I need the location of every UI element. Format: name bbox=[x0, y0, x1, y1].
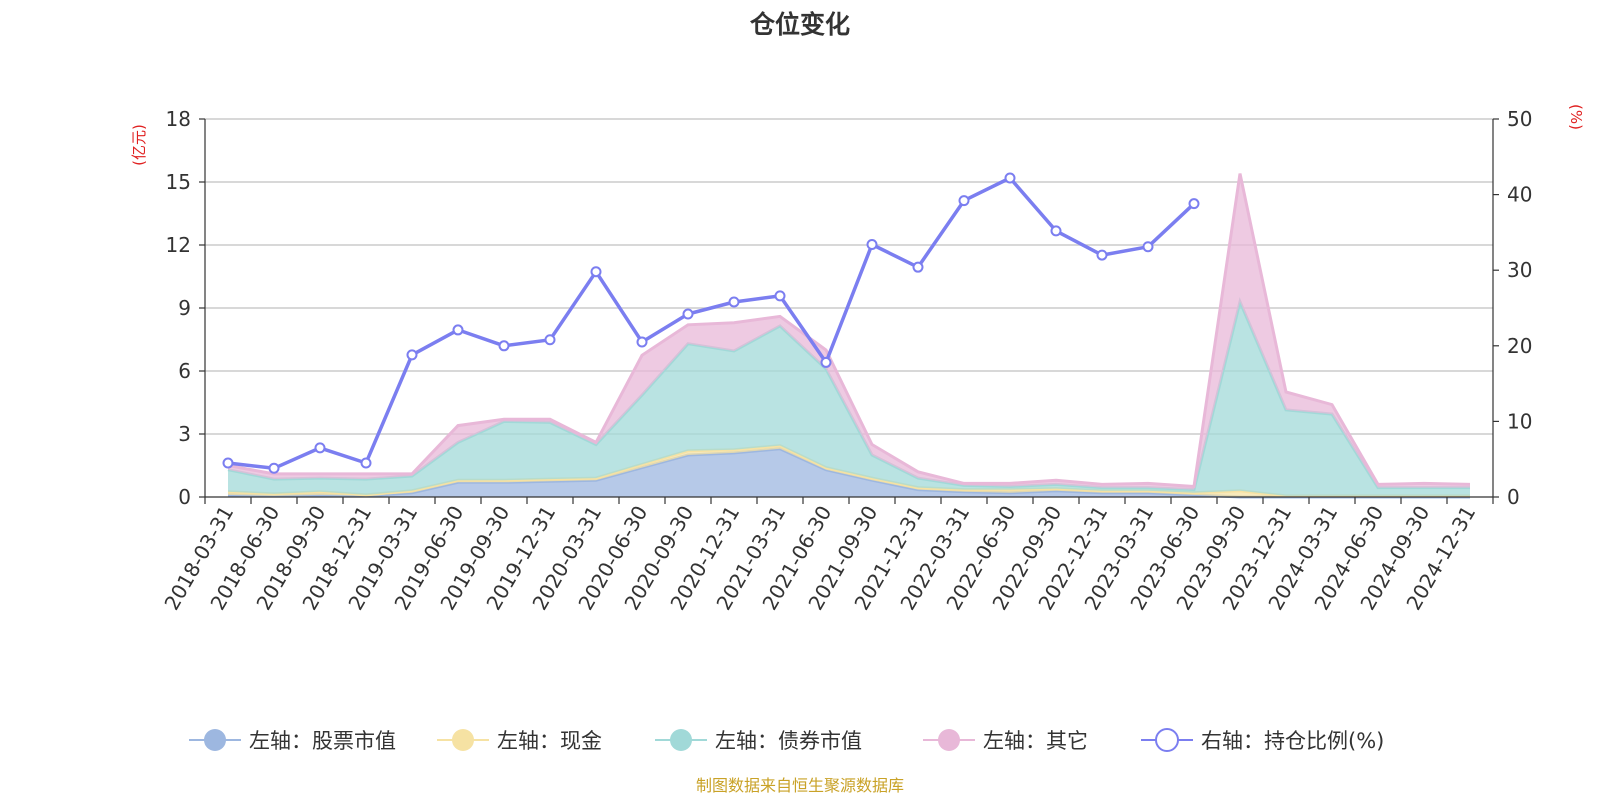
legend-item[interactable]: 左轴：股票市值 bbox=[189, 729, 396, 753]
legend-item[interactable]: 右轴：持仓比例(%) bbox=[1141, 728, 1384, 753]
legend-item[interactable]: 左轴：其它 bbox=[923, 729, 1088, 753]
ratio-point[interactable] bbox=[1096, 249, 1108, 261]
area-左轴：其它 bbox=[228, 173, 1470, 490]
left-tick-label: 15 bbox=[166, 170, 191, 194]
left-tick-label: 12 bbox=[166, 233, 191, 257]
legend-item[interactable]: 左轴：债券市值 bbox=[655, 729, 862, 753]
legend-label: 左轴：股票市值 bbox=[249, 729, 396, 753]
area-左轴：债券市值 bbox=[228, 301, 1470, 496]
holding-ratio-line bbox=[222, 172, 1200, 474]
ratio-point[interactable] bbox=[1142, 241, 1154, 253]
ratio-point[interactable] bbox=[590, 266, 602, 278]
left-tick-label: 3 bbox=[178, 422, 191, 446]
ratio-point[interactable] bbox=[636, 336, 648, 348]
right-tick-label: 30 bbox=[1507, 258, 1532, 282]
area-edge-左轴：其它 bbox=[227, 173, 1471, 489]
ratio-point[interactable] bbox=[498, 340, 510, 352]
ratio-point[interactable] bbox=[268, 462, 280, 474]
right-axis-unit: (%) bbox=[1567, 104, 1585, 130]
right-tick-label: 50 bbox=[1507, 107, 1532, 131]
ratio-point[interactable] bbox=[912, 261, 924, 273]
left-tick-label: 0 bbox=[178, 485, 191, 509]
chart-title: 仓位变化 bbox=[749, 10, 850, 39]
right-tick-label: 0 bbox=[1507, 485, 1520, 509]
legend-item[interactable]: 左轴：现金 bbox=[437, 729, 602, 753]
ratio-point[interactable] bbox=[1050, 225, 1062, 237]
right-tick-label: 40 bbox=[1507, 183, 1532, 207]
legend-marker bbox=[670, 729, 692, 751]
ratio-point[interactable] bbox=[452, 324, 464, 336]
ratio-point[interactable] bbox=[820, 356, 832, 368]
right-axis: 0 10 20 30 40 50 bbox=[1492, 107, 1532, 509]
legend-label: 右轴：持仓比例(%) bbox=[1201, 729, 1384, 753]
ratio-point[interactable] bbox=[958, 195, 970, 207]
ratio-point[interactable] bbox=[1188, 198, 1200, 210]
legend-marker bbox=[938, 729, 960, 751]
ratio-line-path bbox=[227, 176, 1196, 471]
ratio-point[interactable] bbox=[1004, 172, 1016, 184]
ratio-point[interactable] bbox=[314, 442, 326, 454]
source-note: 制图数据来自恒生聚源数据库 bbox=[696, 776, 904, 795]
left-axis-unit: (亿元) bbox=[130, 124, 148, 166]
stacked-areas bbox=[227, 173, 1471, 499]
ratio-point[interactable] bbox=[406, 349, 418, 361]
ratio-point[interactable] bbox=[866, 238, 878, 250]
legend: 左轴：股票市值 左轴：现金 左轴：债券市值 左轴：其它 右轴：持仓比例(%) bbox=[189, 728, 1384, 753]
ratio-point[interactable] bbox=[360, 457, 372, 469]
legend-label: 左轴：现金 bbox=[497, 729, 602, 753]
ratio-point[interactable] bbox=[728, 296, 740, 308]
right-tick-label: 20 bbox=[1507, 334, 1532, 358]
ratio-point[interactable] bbox=[774, 290, 786, 302]
ratio-point[interactable] bbox=[544, 334, 556, 346]
left-tick-label: 9 bbox=[178, 296, 191, 320]
right-tick-label: 10 bbox=[1507, 409, 1532, 433]
ratio-point[interactable] bbox=[222, 457, 234, 469]
legend-label: 左轴：其它 bbox=[983, 729, 1088, 753]
legend-marker bbox=[204, 729, 226, 751]
legend-label: 左轴：债券市值 bbox=[715, 729, 862, 753]
left-tick-label: 6 bbox=[178, 359, 191, 383]
x-axis: 2018-03-312018-06-302018-09-302018-12-31… bbox=[159, 496, 1494, 614]
area-左轴：股票市值 bbox=[228, 448, 1470, 497]
legend-marker bbox=[1155, 728, 1179, 752]
ratio-point[interactable] bbox=[682, 308, 694, 320]
left-axis: 0 3 6 9 12 15 18 bbox=[166, 107, 206, 509]
left-tick-label: 18 bbox=[166, 107, 191, 131]
legend-marker bbox=[452, 729, 474, 751]
